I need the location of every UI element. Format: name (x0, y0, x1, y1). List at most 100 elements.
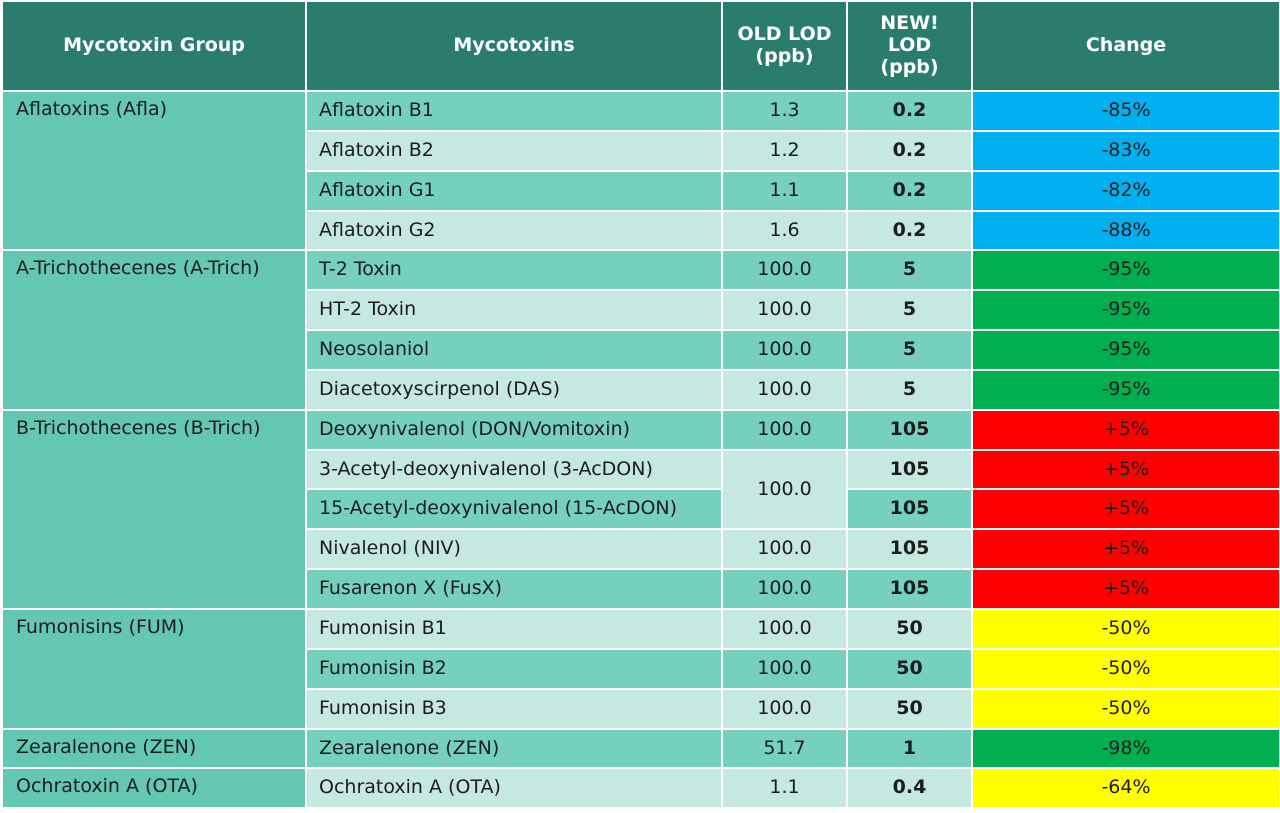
header-old-lod: OLD LOD (ppb) (721, 0, 848, 92)
header-old-lod-line1: OLD LOD (737, 23, 832, 46)
old-lod-cell: 100.0 (721, 289, 848, 332)
change-cell: -83% (971, 129, 1280, 172)
mycotoxin-cell: 3-Acetyl-deoxynivalenol (3-AcDON) (305, 448, 723, 491)
mycotoxin-cell: Fumonisin B1 (305, 607, 723, 650)
old-lod-cell: 100.0 (721, 249, 848, 292)
table-row: Ochratoxin A (OTA) Ochratoxin A (OTA) 1.… (1, 767, 1280, 810)
table-row: Nivalenol (NIV) 100.0 105 +5% (2, 528, 1280, 571)
new-lod-cell: 0.2 (846, 90, 973, 132)
new-lod-cell: 50 (846, 687, 973, 730)
change-cell: -82% (971, 169, 1280, 212)
table-row: HT-2 Toxin 100.0 5 -95% (2, 289, 1280, 332)
new-lod-cell: 0.4 (846, 767, 973, 810)
change-cell: -64% (971, 767, 1280, 810)
new-lod-cell: 5 (846, 368, 973, 411)
header-group: Mycotoxin Group (1, 0, 307, 92)
change-cell: -85% (971, 90, 1280, 132)
old-lod-cell: 100.0 (721, 528, 848, 571)
table-row: Aflatoxin G1 1.1 0.2 -82% (2, 169, 1280, 212)
header-mycotoxins: Mycotoxins (305, 0, 723, 92)
new-lod-cell: 50 (846, 647, 973, 690)
new-lod-cell: 5 (846, 329, 973, 371)
table-row: Fumonisins (FUM) Fumonisin B1 100.0 50 -… (1, 607, 1280, 730)
new-lod-cell: 0.2 (846, 169, 973, 212)
header-row: Mycotoxin Group Mycotoxins OLD LOD (ppb)… (1, 0, 1280, 92)
change-cell: -50% (971, 647, 1280, 690)
old-lod-cell: 100.0 (721, 408, 848, 451)
mycotoxin-cell: Fumonisin B3 (305, 687, 723, 730)
change-cell: -95% (971, 249, 1280, 292)
change-cell: -50% (971, 687, 1280, 730)
table-row: Neosolaniol 100.0 5 -95% (2, 329, 1280, 371)
change-cell: -95% (971, 289, 1280, 332)
table-row: Aflatoxins (Afla) Aflatoxin B1 1.3 0.2 -… (1, 89, 1280, 252)
group-cell: Fumonisins (FUM) (1, 607, 307, 730)
table-row: 3-Acetyl-deoxynivalenol (3-AcDON) 100.0 … (2, 448, 1280, 531)
old-lod-cell: 1.1 (721, 169, 848, 212)
group-cell: Zearalenone (ZEN) (1, 727, 307, 770)
mycotoxin-cell: Aflatoxin G2 (305, 209, 723, 252)
header-old-lod-line2: (ppb) (755, 45, 814, 67)
mycotoxin-cell: Diacetoxyscirpenol (DAS) (305, 368, 723, 411)
group-cell: Aflatoxins (Afla) (1, 89, 307, 252)
mycotoxin-cell: Fumonisin B2 (305, 647, 723, 690)
change-cell: +5% (971, 488, 1280, 531)
table-row: Aflatoxin B2 1.2 0.2 -83% (2, 129, 1280, 172)
mycotoxin-cell: HT-2 Toxin (305, 289, 723, 332)
old-lod-cell: 1.1 (721, 767, 848, 810)
mycotoxin-cell: Zearalenone (ZEN) (305, 727, 723, 770)
table-row: Fusarenon X (FusX) 100.0 105 +5% (2, 568, 1280, 610)
old-lod-cell: 100.0 (721, 568, 848, 610)
header-new-lod-line2: LOD (887, 34, 932, 57)
new-lod-cell: 105 (846, 488, 973, 531)
old-lod-cell: 1.2 (721, 129, 848, 172)
new-lod-cell: 0.2 (846, 129, 973, 172)
change-cell: +5% (971, 528, 1280, 571)
new-lod-cell: 105 (846, 528, 973, 571)
header-new-lod-line1: NEW! (880, 12, 939, 35)
change-cell: -50% (971, 607, 1280, 650)
header-group-text: Mycotoxin Group (63, 34, 245, 57)
mycotoxin-cell: Aflatoxin B2 (305, 129, 723, 172)
old-lod-cell: 1.6 (721, 209, 848, 252)
header-new-lod-line3: (ppb) (880, 55, 939, 78)
new-lod-cell: 1 (846, 727, 973, 770)
old-lod-cell: 100.0 (721, 687, 848, 730)
mycotoxin-cell: Fusarenon X (FusX) (305, 568, 723, 610)
table-row: Zearalenone (ZEN) Zearalenone (ZEN) 51.7… (1, 727, 1280, 770)
mycotoxin-cell: Deoxynivalenol (DON/Vomitoxin) (305, 408, 723, 451)
table-row: Fumonisin B3 100.0 50 -50% (2, 687, 1280, 730)
change-cell: -98% (971, 727, 1280, 770)
mycotoxin-cell: 15-Acetyl-deoxynivalenol (15-AcDON) (305, 488, 723, 531)
mycotoxin-cell: Nivalenol (NIV) (305, 528, 723, 571)
header-mycotoxins-text: Mycotoxins (453, 34, 575, 57)
header-change: Change (971, 0, 1280, 92)
new-lod-cell: 0.2 (846, 209, 973, 252)
change-cell: +5% (971, 448, 1280, 491)
old-lod-cell: 1.3 (721, 90, 848, 132)
old-lod-cell: 100.0 (721, 448, 848, 531)
header-new-lod: NEW! LOD (ppb) (846, 0, 973, 92)
table-row: A-Trichothecenes (A-Trich) T-2 Toxin 100… (1, 249, 1280, 411)
change-cell: +5% (971, 568, 1280, 610)
mycotoxin-cell: Aflatoxin B1 (305, 90, 723, 132)
old-lod-cell: 100.0 (721, 647, 848, 690)
group-cell: Ochratoxin A (OTA) (1, 767, 307, 810)
table-row: Diacetoxyscirpenol (DAS) 100.0 5 -95% (2, 368, 1280, 411)
table-row: Fumonisin B2 100.0 50 -50% (2, 647, 1280, 690)
change-cell: +5% (971, 408, 1280, 451)
group-cell: A-Trichothecenes (A-Trich) (1, 249, 307, 411)
change-cell: -95% (971, 368, 1280, 411)
new-lod-cell: 50 (846, 607, 973, 650)
table-row: 15-Acetyl-deoxynivalenol (15-AcDON) 105 … (2, 488, 1280, 531)
group-cell: B-Trichothecenes (B-Trich) (1, 408, 307, 610)
change-cell: -95% (971, 329, 1280, 371)
table-row: B-Trichothecenes (B-Trich) Deoxynivaleno… (1, 408, 1280, 610)
new-lod-cell: 105 (846, 568, 973, 610)
new-lod-cell: 105 (846, 448, 973, 491)
table-row: Aflatoxin G2 1.6 0.2 -88% (2, 209, 1280, 252)
mycotoxin-cell: T-2 Toxin (305, 249, 723, 292)
new-lod-cell: 5 (846, 249, 973, 292)
old-lod-cell: 100.0 (721, 368, 848, 411)
new-lod-cell: 5 (846, 289, 973, 332)
